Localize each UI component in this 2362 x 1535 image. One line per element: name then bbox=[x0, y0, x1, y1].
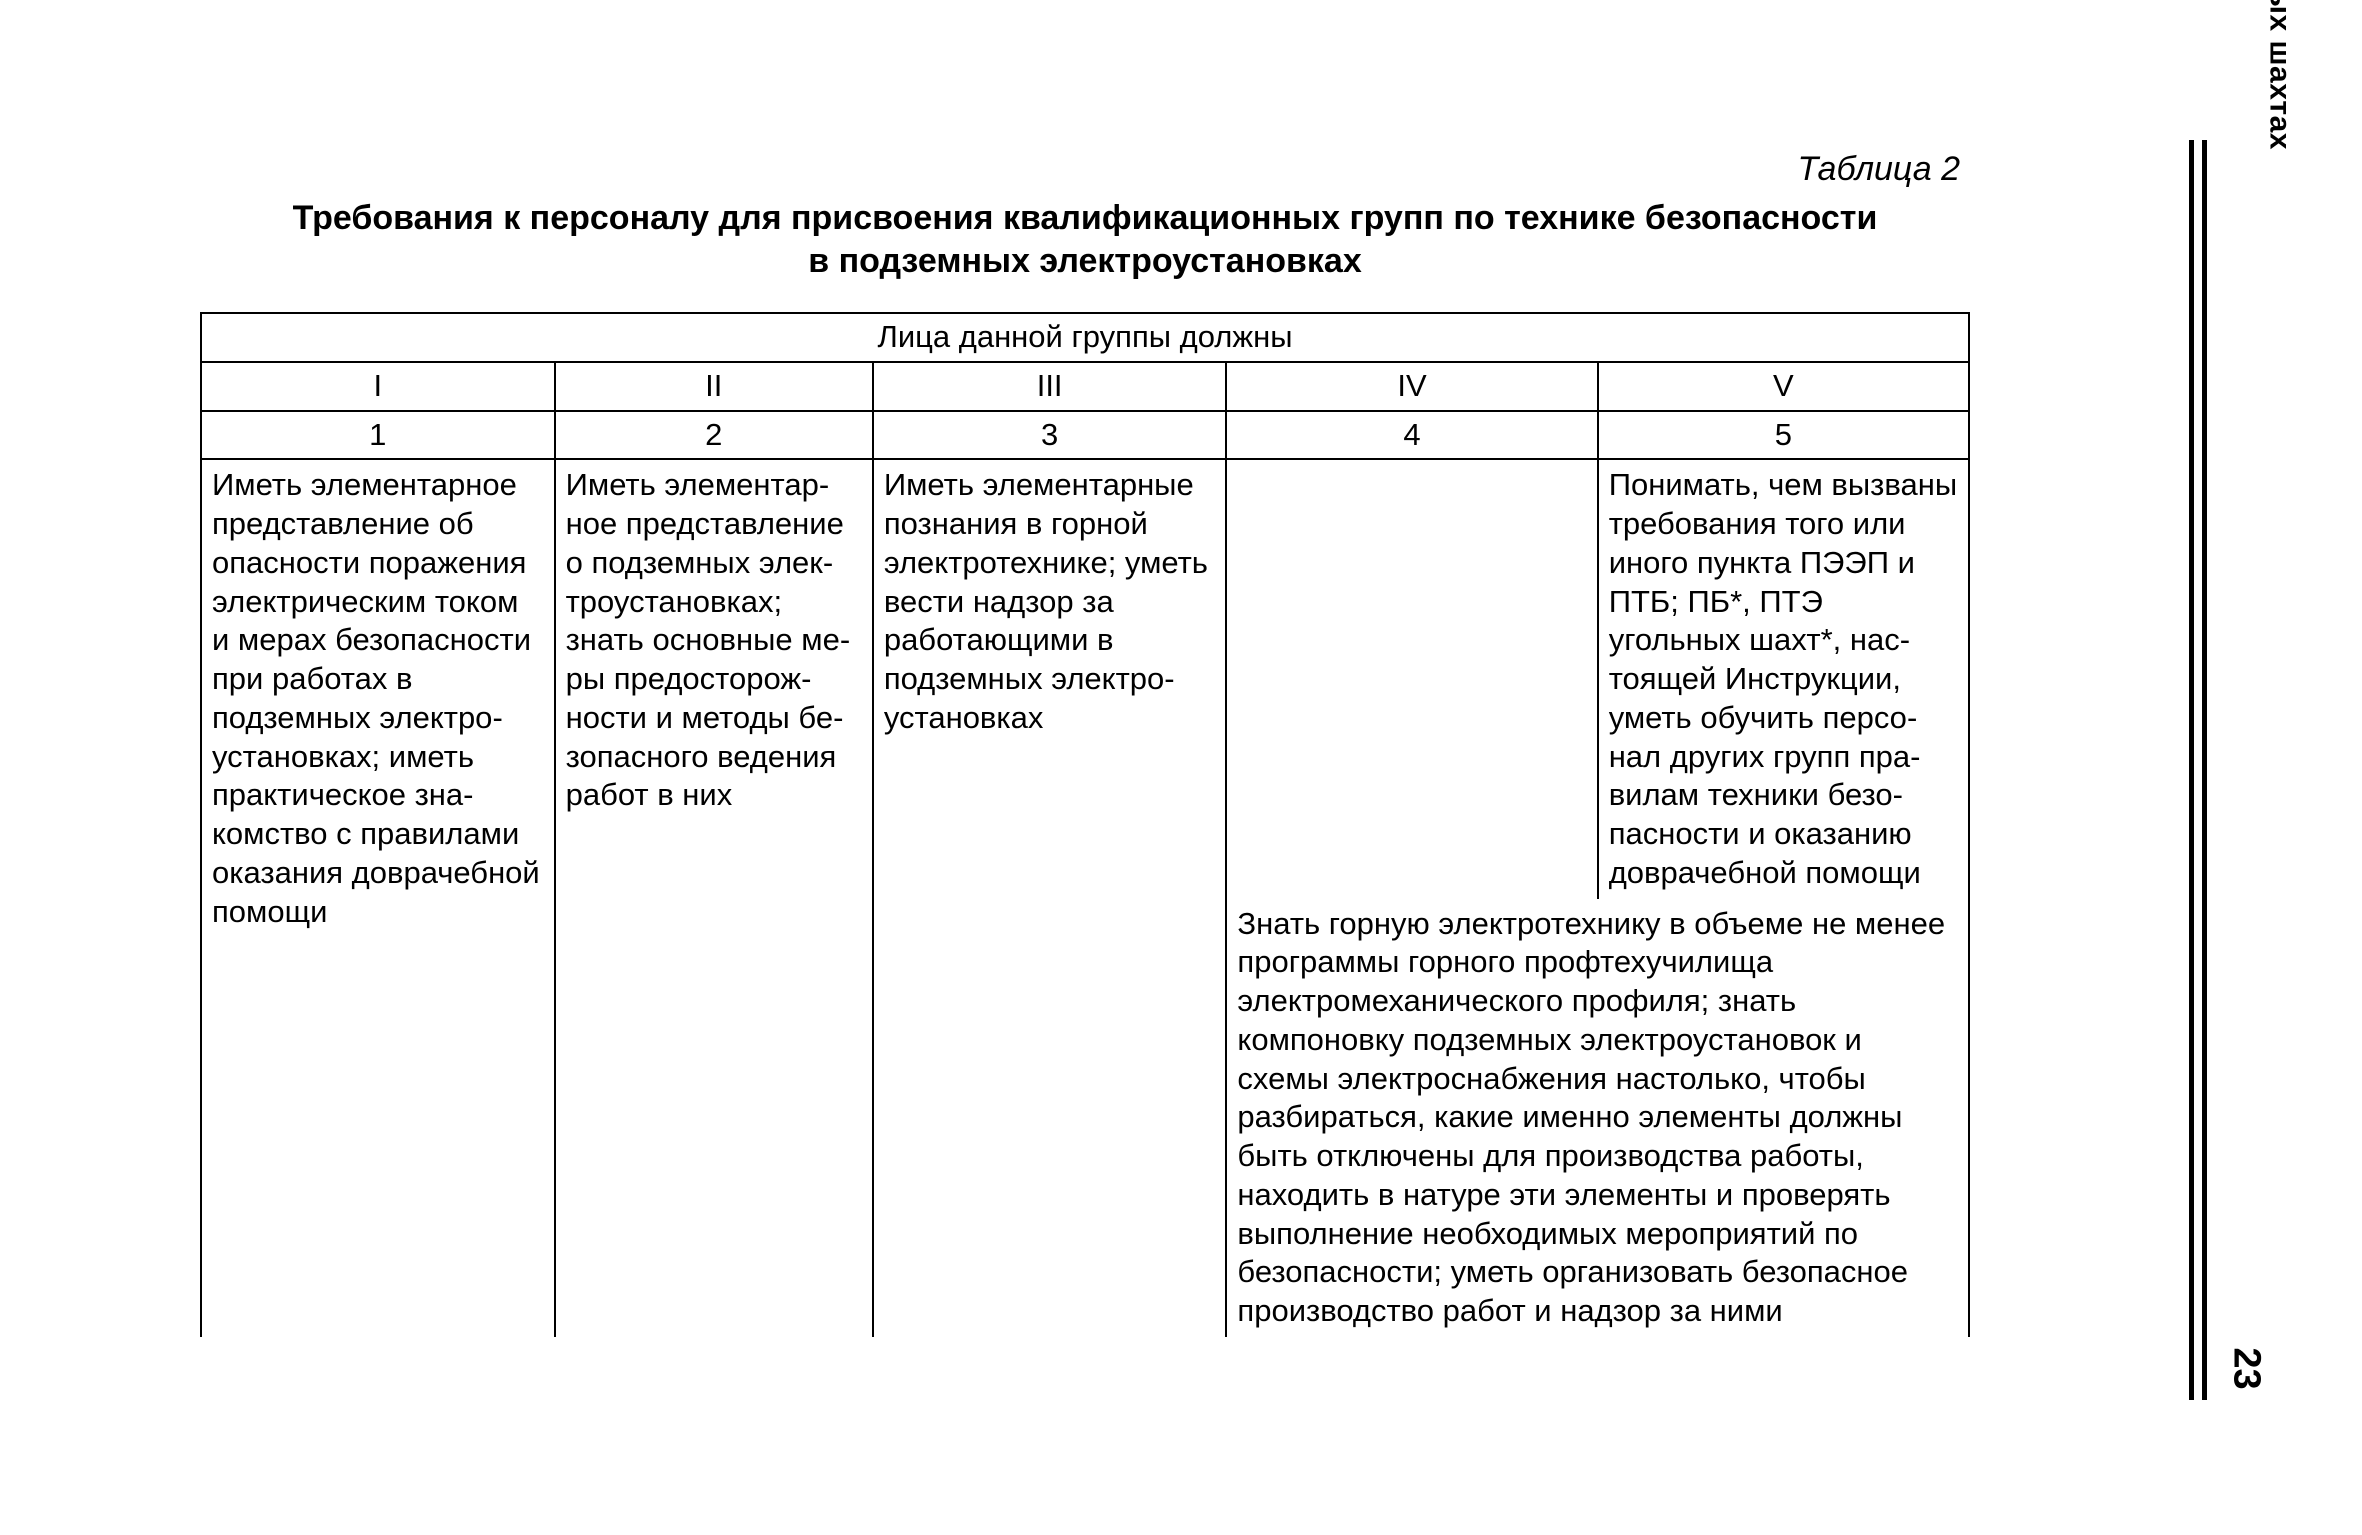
col-group-2: II bbox=[555, 362, 873, 411]
header-row-span: Лица данной группы должны bbox=[201, 313, 1969, 362]
title-line-1: Требования к персоналу для присвоения кв… bbox=[293, 199, 1878, 237]
col-num-3: 3 bbox=[873, 411, 1227, 460]
cell-r1-c3: Иметь элементар­ные познания в гор­ной э… bbox=[873, 459, 1227, 1337]
header-row-numbers: 1 2 3 4 5 bbox=[201, 411, 1969, 460]
table-label: Таблица 2 bbox=[200, 150, 1970, 189]
cell-r1-c4 bbox=[1226, 459, 1597, 898]
col-num-5: 5 bbox=[1598, 411, 1969, 460]
cell-r1-c2: Иметь элементар­ное представление о подз… bbox=[555, 459, 873, 1337]
page: Таблица 2 Требования к персоналу для при… bbox=[0, 0, 2362, 1535]
col-num-2: 2 bbox=[555, 411, 873, 460]
col-group-5: V bbox=[1598, 362, 1969, 411]
binding-gutter bbox=[2189, 140, 2207, 1400]
col-num-1: 1 bbox=[201, 411, 555, 460]
content-area: Таблица 2 Требования к персоналу для при… bbox=[200, 150, 1970, 1337]
requirements-table: Лица данной группы должны I II III IV V … bbox=[200, 312, 1970, 1337]
col-num-4: 4 bbox=[1226, 411, 1597, 460]
col-group-1: I bbox=[201, 362, 555, 411]
cell-r1-c1: Иметь элементарное представление об опас… bbox=[201, 459, 555, 1337]
page-number: 23 bbox=[2224, 1347, 2267, 1389]
col-group-3: III bbox=[873, 362, 1227, 411]
cell-r1-c5: Понимать, чем вызва­ны требования того и… bbox=[1598, 459, 1969, 898]
gutter-bar-2 bbox=[2202, 140, 2207, 1400]
running-head: в угольных шахтах bbox=[2262, 0, 2296, 150]
table-title: Требования к персоналу для присвоения кв… bbox=[200, 197, 1970, 282]
body-row-1: Иметь элементарное представление об опас… bbox=[201, 459, 1969, 898]
col-group-4: IV bbox=[1226, 362, 1597, 411]
gutter-bar-1 bbox=[2189, 140, 2194, 1400]
header-row-groups: I II III IV V bbox=[201, 362, 1969, 411]
header-span-cell: Лица данной группы должны bbox=[201, 313, 1969, 362]
cell-r2-c4c5-merged: Знать горную электротехнику в объеме не … bbox=[1226, 899, 1969, 1337]
title-line-2: в подземных электроустановках bbox=[808, 242, 1362, 280]
